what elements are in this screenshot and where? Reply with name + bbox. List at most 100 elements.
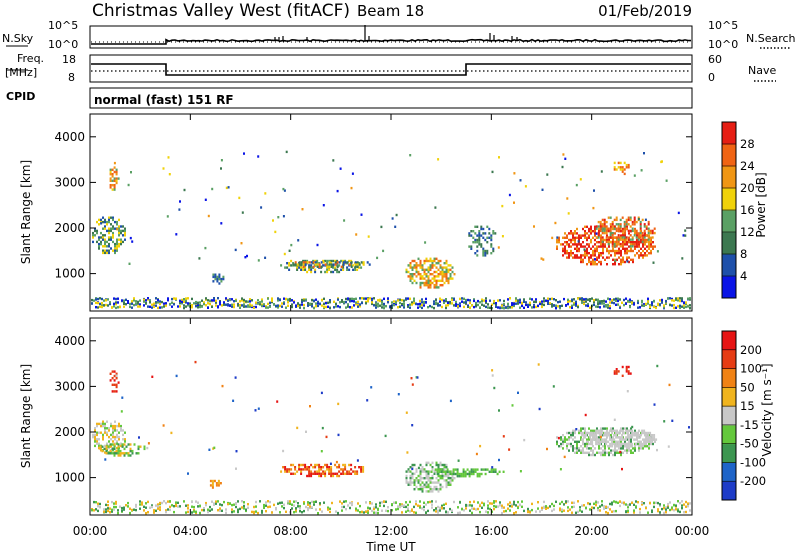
range-cell <box>619 242 622 246</box>
range-cell <box>582 241 584 244</box>
range-cell <box>290 463 293 467</box>
range-cell <box>91 298 93 302</box>
range-cell <box>622 260 624 264</box>
range-cell <box>568 431 570 435</box>
range-cell <box>566 431 568 435</box>
range-cell <box>330 265 333 268</box>
range-cell <box>353 304 355 307</box>
range-cell <box>571 505 573 509</box>
range-cell <box>592 254 594 257</box>
range-cell <box>623 303 625 307</box>
range-cell <box>99 297 101 300</box>
range-cell <box>625 503 627 506</box>
range-cell <box>468 232 471 235</box>
range-cell <box>429 500 431 504</box>
range-cell <box>509 509 511 512</box>
range-cell <box>300 261 303 264</box>
range-cell <box>104 424 106 428</box>
range-cell <box>592 263 594 266</box>
range-cell <box>350 186 353 190</box>
range-cell <box>165 510 167 514</box>
range-cell <box>122 240 124 244</box>
range-cell <box>143 509 145 512</box>
range-cell <box>113 166 116 169</box>
range-cell <box>137 452 140 455</box>
range-cell <box>535 510 537 513</box>
cpid-label: CPID <box>6 90 35 103</box>
range-cell <box>129 443 132 446</box>
range-cell <box>159 508 161 512</box>
noise-panel-frame <box>89 25 693 49</box>
range-cell <box>599 223 602 226</box>
range-cell <box>553 298 555 301</box>
range-cell <box>328 259 331 263</box>
range-cell <box>626 427 628 430</box>
range-cell <box>114 249 116 252</box>
range-cell <box>108 251 110 255</box>
range-cell <box>467 298 469 302</box>
range-cell <box>482 236 485 239</box>
freq-line <box>91 63 691 76</box>
range-cell <box>594 238 596 242</box>
range-cell <box>629 429 632 432</box>
range-cell <box>482 232 485 235</box>
range-cell <box>610 449 612 452</box>
range-cell <box>607 440 610 443</box>
range-cell <box>625 442 628 446</box>
range-cell <box>588 227 590 231</box>
range-cell <box>123 299 125 302</box>
range-cell <box>562 249 564 253</box>
range-cell <box>493 507 495 511</box>
range-cell <box>650 252 652 255</box>
range-cell <box>556 247 558 250</box>
range-cell <box>626 449 628 452</box>
range-cell <box>649 436 652 439</box>
range-cell <box>115 168 118 171</box>
range-cell <box>303 299 305 302</box>
range-cell <box>183 500 185 503</box>
range-cell <box>433 277 436 280</box>
range-cell <box>121 509 123 512</box>
range-cell <box>627 431 630 435</box>
range-cell <box>324 472 327 475</box>
range-cell <box>419 479 422 482</box>
range-cell <box>332 159 335 162</box>
range-cell <box>622 258 624 261</box>
range-cell <box>647 438 650 441</box>
range-cell <box>631 434 634 437</box>
range-cell <box>115 303 117 306</box>
range-cell <box>521 304 523 308</box>
range-cell <box>626 260 629 263</box>
range-cell <box>618 256 620 259</box>
range-cell <box>292 472 295 475</box>
range-cell <box>669 501 671 504</box>
range-cell <box>104 422 106 426</box>
range-cell <box>634 247 636 250</box>
range-cell <box>611 242 614 246</box>
range-cell <box>687 297 689 300</box>
range-cell <box>303 501 305 504</box>
range-cell <box>346 472 349 475</box>
range-cell <box>613 225 616 228</box>
range-cell <box>243 152 245 155</box>
range-cell <box>104 234 106 237</box>
range-cell <box>133 303 135 307</box>
range-cell <box>110 247 112 250</box>
range-cell <box>147 511 149 514</box>
range-cell <box>320 474 323 478</box>
range-cell <box>112 431 114 434</box>
range-cell <box>629 218 632 222</box>
range-cell <box>417 257 420 260</box>
range-cell <box>539 510 541 513</box>
range-cell <box>110 223 112 226</box>
range-cell <box>599 229 602 233</box>
range-cell <box>578 238 580 242</box>
range-cell <box>434 206 437 209</box>
range-cell <box>427 259 430 263</box>
range-cell <box>284 266 287 269</box>
range-cell <box>166 215 169 218</box>
noise-left-tick-top: 10^5 <box>48 19 78 32</box>
range-cell <box>616 249 618 253</box>
range-cell <box>100 220 102 224</box>
range-cell <box>457 459 460 462</box>
